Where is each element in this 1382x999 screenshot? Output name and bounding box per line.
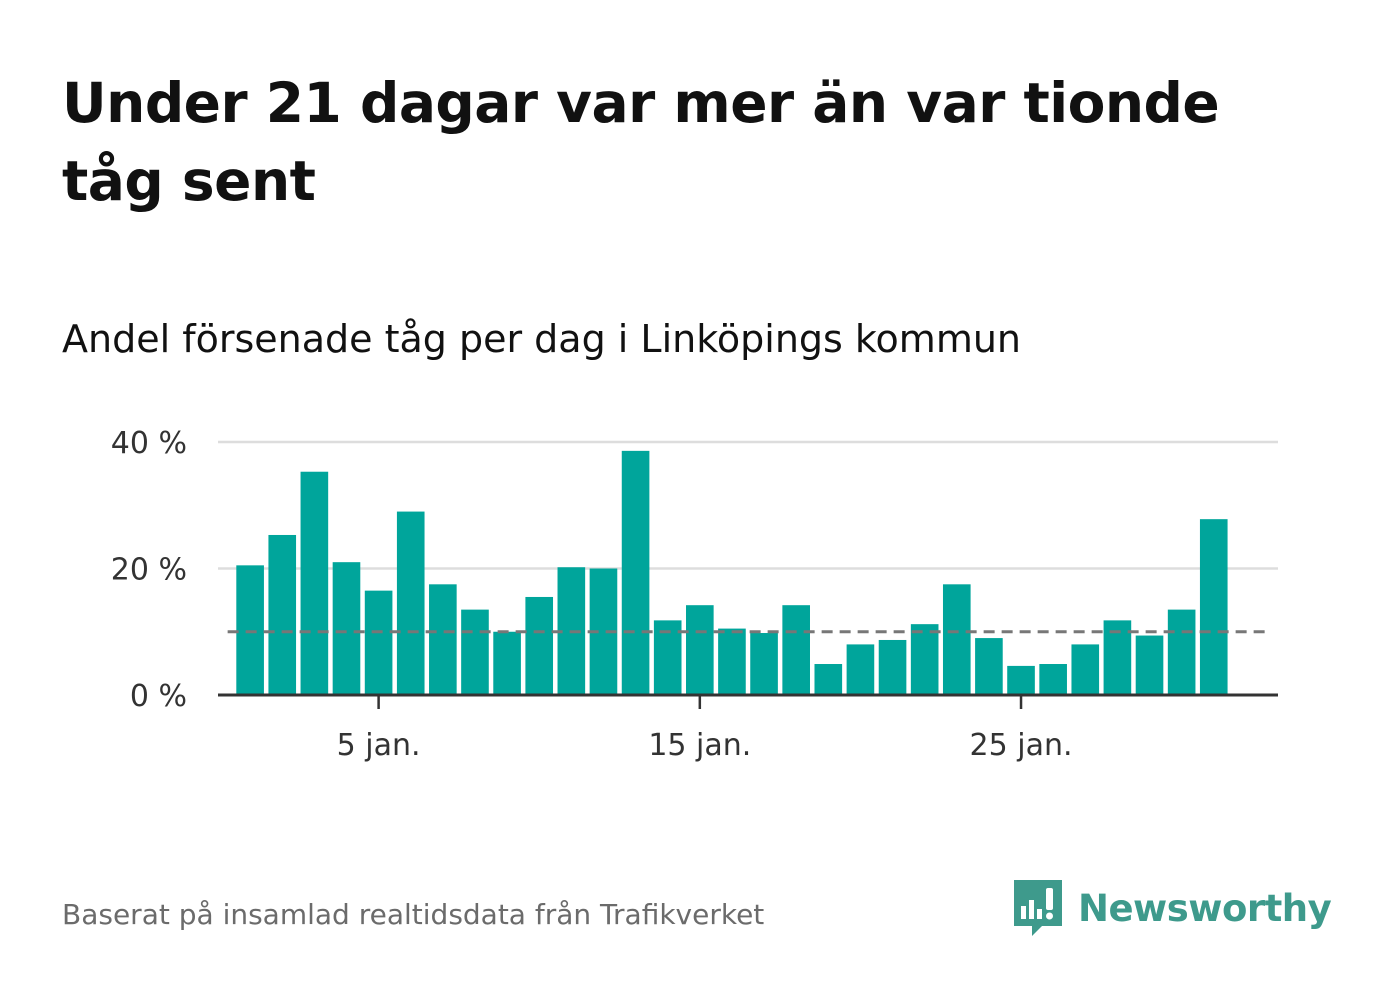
bar [268,534,297,695]
bar [750,633,778,695]
chart-subtitle: Andel försenade tåg per dag i Linköpings… [62,317,1021,361]
bar [461,609,489,695]
bar [814,664,843,695]
bar [1071,644,1100,695]
bar [621,450,650,695]
bar [1167,609,1196,695]
bar [300,471,329,695]
bar [1007,665,1035,695]
bar [975,638,1003,695]
bar [1135,635,1164,695]
y-tick-label: 40 % [111,426,187,461]
bar [846,644,875,695]
x-tick-label: 15 jan. [648,728,751,763]
source-note: Baserat på insamlad realtidsdata från Tr… [62,898,765,931]
y-tick-label: 0 % [130,679,187,714]
newsworthy-logo: Newsworthy [1012,876,1332,940]
bar [332,562,361,695]
bar-chart: 0 % 20 % 40 % 5 jan. 15 jan. 25 jan. [111,426,1278,763]
bar [910,624,939,695]
bar [686,605,714,695]
bar [782,605,810,695]
bar [942,584,971,695]
bar [878,639,907,695]
newsworthy-logo-icon [1014,880,1062,936]
bar [525,596,554,695]
x-tick-label: 5 jan. [337,728,421,763]
y-tick-label: 20 % [111,553,187,588]
brand-name: Newsworthy [1078,886,1332,930]
bar [364,590,393,695]
bar [236,565,264,695]
x-tick-label: 25 jan. [970,728,1073,763]
chart-title: Under 21 dagar var mer än var tionde tåg… [62,71,1220,213]
bar [396,511,425,695]
bar [718,628,746,695]
bar [1039,664,1067,695]
bar [1199,519,1228,695]
bar [493,631,521,695]
bar [429,584,457,695]
